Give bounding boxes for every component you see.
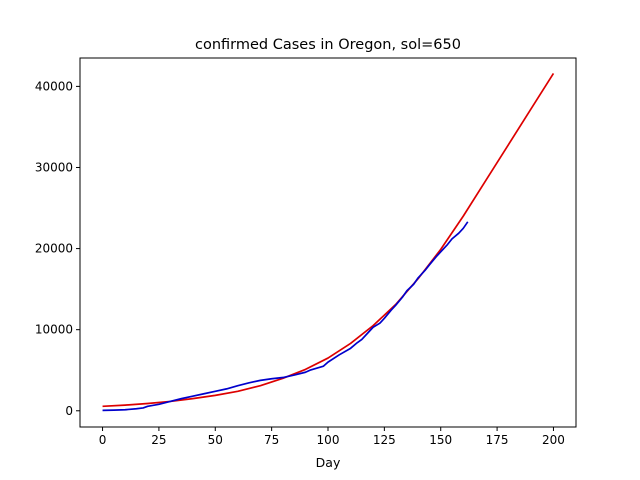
x-axis-label: Day: [316, 455, 341, 470]
x-tick-label: 100: [317, 433, 340, 447]
x-tick-label: 0: [99, 433, 107, 447]
x-tick-label: 75: [264, 433, 279, 447]
plot-area: 0 25 50 75 100 125 150 175 200 0 10000 20000 30000 40…: [35, 57, 577, 447]
x-tick-label: 200: [542, 433, 565, 447]
chart-title: confirmed Cases in Oregon, sol=650: [195, 37, 461, 53]
x-tick-label: 50: [208, 433, 223, 447]
y-tick-label: 30000: [35, 160, 73, 174]
x-tick-label: 175: [486, 433, 509, 447]
x-tick-label: 125: [373, 433, 396, 447]
x-tick-label: 25: [151, 433, 166, 447]
series-line-2: [102, 221, 469, 412]
y-tick-label: 10000: [35, 323, 73, 337]
y-tick-label: 0: [65, 404, 73, 418]
x-tick-label: 150: [429, 433, 452, 447]
series-line-1: [102, 72, 555, 408]
y-tick-label: 40000: [35, 79, 73, 93]
y-tick-label: 20000: [35, 242, 73, 256]
